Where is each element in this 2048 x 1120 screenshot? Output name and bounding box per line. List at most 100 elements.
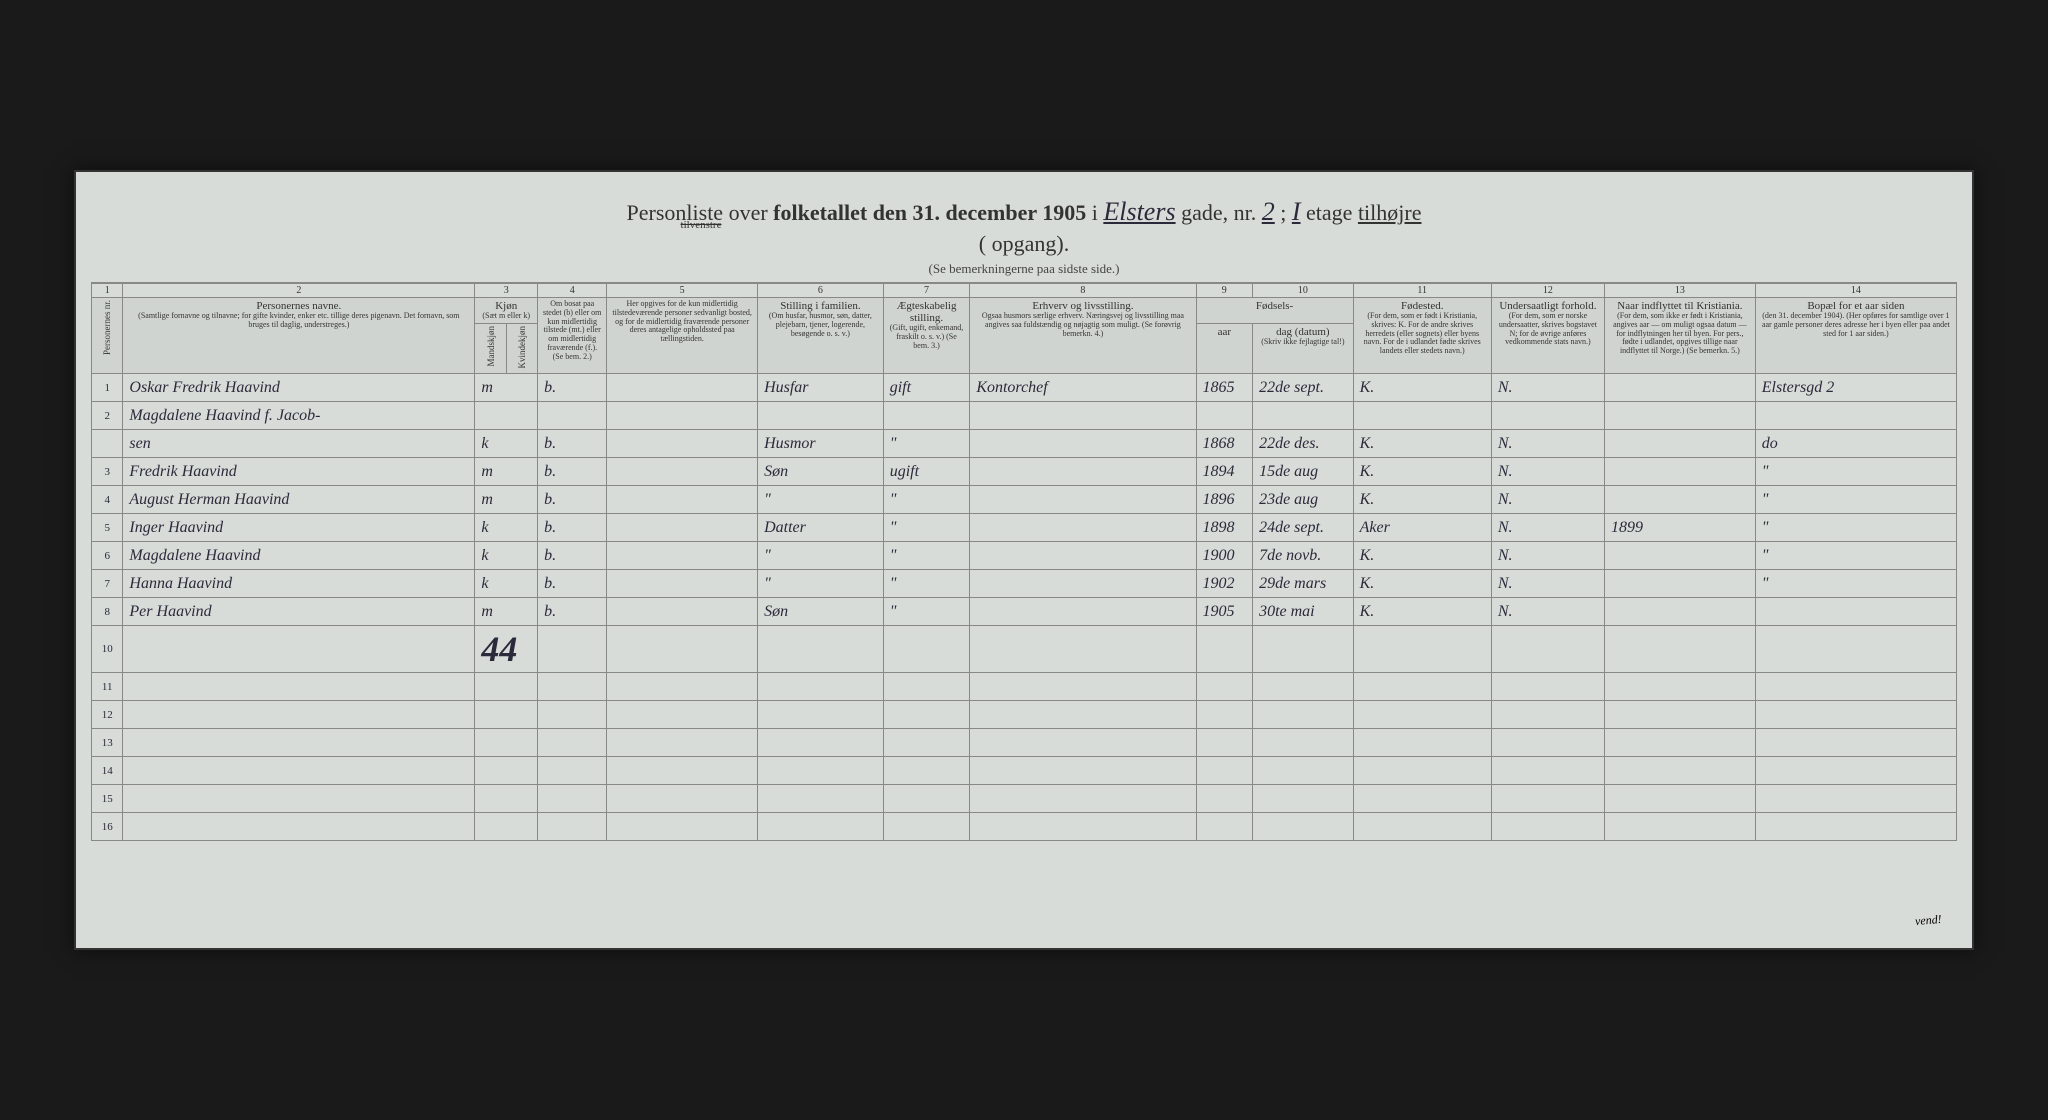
cell-temp: [607, 570, 758, 598]
cell-sex: [475, 402, 538, 430]
cell-name: sen: [123, 430, 475, 458]
header-person-nr: Personernes nr.: [102, 300, 112, 355]
cell-sex: k: [475, 514, 538, 542]
data-row: sen k b. Husmor " 1868 22de des. K. N. d…: [92, 430, 1957, 458]
cell: [1253, 626, 1354, 673]
cell-nr: 10: [92, 626, 123, 673]
cell-cit: N.: [1491, 430, 1604, 458]
cell-moved: [1604, 458, 1755, 486]
header-sex-m: Mandskjøn: [486, 326, 496, 367]
census-document: Personliste over folketallet den 31. dec…: [74, 170, 1974, 950]
header-sex-sub: (Sæt m eller k): [479, 312, 533, 321]
cell-nr: 15: [92, 785, 123, 813]
entrance-label: opgang).: [992, 231, 1070, 256]
cell-temp: [607, 374, 758, 402]
cell: [758, 813, 884, 841]
cell-year: 1865: [1196, 374, 1253, 402]
header-birth-date: dag (datum): [1276, 326, 1329, 338]
cell-temp: [607, 402, 758, 430]
cell: [970, 673, 1196, 701]
cell-cit: N.: [1491, 486, 1604, 514]
cell: [758, 785, 884, 813]
cell: [538, 729, 607, 757]
cell: [1196, 701, 1253, 729]
cell-year: 1900: [1196, 542, 1253, 570]
cell-moved: [1604, 486, 1755, 514]
empty-row: 15: [92, 785, 1957, 813]
cell-cit: N.: [1491, 514, 1604, 542]
cell-pos: ": [758, 542, 884, 570]
street-name: Elsters: [1103, 197, 1175, 226]
header-moved-sub: (For dem, som ikke er født i Kristiania,…: [1609, 312, 1751, 356]
cell: [1604, 757, 1755, 785]
cell-place: K.: [1353, 570, 1491, 598]
cell-moved: [1604, 570, 1755, 598]
cell: [883, 626, 970, 673]
vend-marker: vend!: [1915, 912, 1943, 929]
cell-moved: [1604, 402, 1755, 430]
cell: [1196, 673, 1253, 701]
cell: [538, 701, 607, 729]
cell-sex: 44: [475, 626, 538, 673]
cell: [1604, 729, 1755, 757]
cell-nr: 11: [92, 673, 123, 701]
col-num: 10: [1253, 284, 1354, 298]
header-residence: Om bosat paa stedet (b) eller om kun mid…: [542, 300, 602, 362]
cell-temp: [607, 430, 758, 458]
cell: [1353, 785, 1491, 813]
cell-year: 1905: [1196, 598, 1253, 626]
cell-date: 23de aug: [1253, 486, 1354, 514]
cell-occ: [970, 514, 1196, 542]
document-title: Personliste over folketallet den 31. dec…: [91, 197, 1957, 257]
cell: [607, 626, 758, 673]
cell-prev: do: [1755, 430, 1956, 458]
cell: [1755, 673, 1956, 701]
header-citizenship-sub: (For dem, som er norske undersaatter, sk…: [1496, 312, 1600, 347]
cell-name: [123, 813, 475, 841]
cell-sex: k: [475, 570, 538, 598]
empty-row: 13: [92, 729, 1957, 757]
cell-moved: [1604, 542, 1755, 570]
cell-date: 15de aug: [1253, 458, 1354, 486]
cell: [607, 701, 758, 729]
cell-year: 1902: [1196, 570, 1253, 598]
cell: [538, 785, 607, 813]
empty-row: 10 44: [92, 626, 1957, 673]
cell: [1604, 701, 1755, 729]
data-row: 4 August Herman Haavind m b. " " 1896 23…: [92, 486, 1957, 514]
cell: [970, 757, 1196, 785]
cell: [1755, 701, 1956, 729]
cell-cit: [1491, 402, 1604, 430]
cell-date: 30te mai: [1253, 598, 1354, 626]
cell-place: K.: [1353, 430, 1491, 458]
cell-date: 7de novb.: [1253, 542, 1354, 570]
cell-year: 1868: [1196, 430, 1253, 458]
cell: [883, 813, 970, 841]
cell-name: Magdalene Haavind: [123, 542, 475, 570]
cell: [1491, 729, 1604, 757]
cell-res: b.: [538, 458, 607, 486]
cell-place: K.: [1353, 458, 1491, 486]
cell: [1491, 626, 1604, 673]
cell-nr: 8: [92, 598, 123, 626]
cell: [1253, 729, 1354, 757]
data-row: 2 Magdalene Haavind f. Jacob-: [92, 402, 1957, 430]
cell-prev: ": [1755, 570, 1956, 598]
cell-pos: Husmor: [758, 430, 884, 458]
cell: [758, 701, 884, 729]
cell: [1253, 757, 1354, 785]
col-num: 14: [1755, 284, 1956, 298]
cell: [758, 757, 884, 785]
cell-res: b.: [538, 598, 607, 626]
col-num: 9: [1196, 284, 1253, 298]
cell: [758, 626, 884, 673]
cell-date: 29de mars: [1253, 570, 1354, 598]
cell-occ: [970, 598, 1196, 626]
cell: [607, 673, 758, 701]
cell-sex: [475, 813, 538, 841]
cell-place: K.: [1353, 542, 1491, 570]
header-name-sub: (Samtlige fornavne og tilnavne; for gift…: [127, 312, 470, 330]
cell: [1604, 785, 1755, 813]
cell: [1353, 701, 1491, 729]
data-row: 8 Per Haavind m b. Søn " 1905 30te mai K…: [92, 598, 1957, 626]
